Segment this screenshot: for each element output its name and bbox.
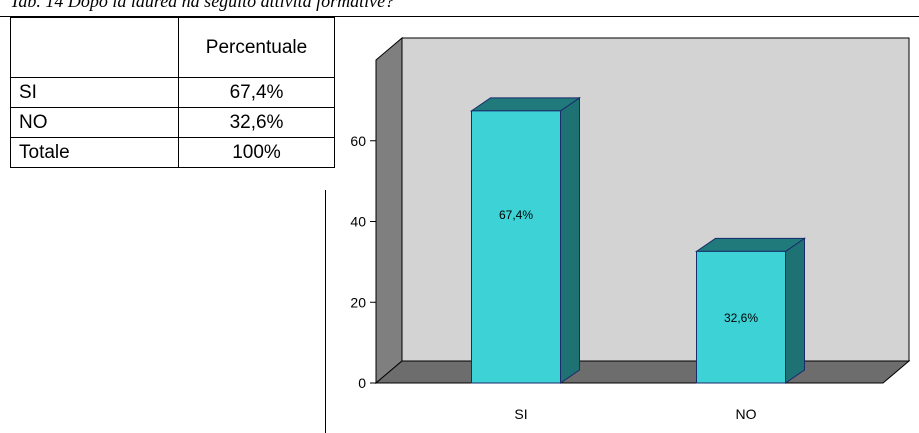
row-value: 67,4% — [178, 77, 335, 108]
chart-side-wall — [375, 36, 403, 385]
bar-top — [469, 97, 582, 112]
bar-data-label: 32,6% — [724, 311, 758, 325]
header-cell-empty — [10, 17, 179, 78]
table-row: NO 32,6% — [10, 107, 335, 138]
chart-border-line — [325, 190, 326, 433]
bar-side — [785, 237, 805, 384]
table-caption: Tab. 14 Dopo la laurea ha seguito attivi… — [10, 0, 395, 11]
x-tick-label: NO — [736, 406, 757, 422]
caption-underline — [0, 16, 919, 17]
row-label: NO — [10, 107, 179, 138]
row-label: Totale — [10, 137, 179, 168]
table-row: Totale 100% — [10, 137, 335, 168]
row-label: SI — [10, 77, 179, 108]
x-tick-label: SI — [514, 406, 527, 422]
y-tick-label: 40 — [350, 214, 366, 230]
row-value: 100% — [178, 137, 335, 168]
y-tick-label: 20 — [350, 294, 366, 310]
bar — [471, 110, 561, 384]
table-header-row: Percentuale — [10, 17, 335, 78]
bar-data-label: 67,4% — [499, 208, 533, 222]
y-tick-label: 0 — [358, 375, 366, 391]
bar-top — [694, 237, 807, 252]
chart-floor — [374, 360, 911, 384]
y-tick-label: 60 — [350, 133, 366, 149]
bar-side — [560, 96, 580, 384]
bar — [696, 250, 786, 384]
data-table: Percentuale SI 67,4% NO 32,6% Totale 100… — [10, 17, 335, 168]
table-row: SI 67,4% — [10, 77, 335, 108]
header-cell-percentuale: Percentuale — [178, 17, 335, 78]
row-value: 32,6% — [178, 107, 335, 138]
bar-chart: 0 20 40 60 67,4% SI 32,6% NO — [350, 36, 911, 422]
